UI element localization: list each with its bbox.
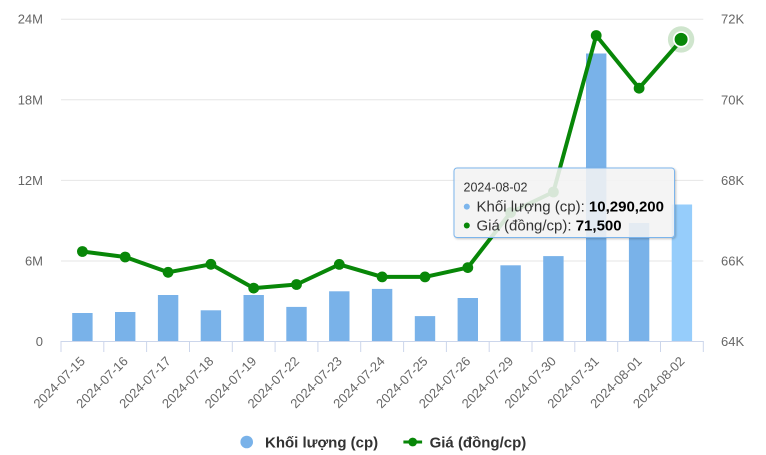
svg-text:12M: 12M <box>18 173 43 188</box>
svg-text:0: 0 <box>36 334 43 349</box>
svg-text:Giá (đồng/cp): 71,500: Giá (đồng/cp): 71,500 <box>477 218 622 235</box>
svg-text:2024-08-02: 2024-08-02 <box>464 181 528 195</box>
svg-text:Giá (đồng/cp): Giá (đồng/cp) <box>430 435 527 452</box>
svg-text:72K: 72K <box>721 12 744 27</box>
svg-text:18M: 18M <box>18 92 43 107</box>
svg-text:68K: 68K <box>721 173 744 188</box>
svg-text:Khối lượng (cp): Khối lượng (cp) <box>265 435 378 452</box>
svg-text:64K: 64K <box>721 334 744 349</box>
svg-text:Khối lượng (cp): 10,290,200: Khối lượng (cp): 10,290,200 <box>477 199 665 216</box>
svg-text:6M: 6M <box>25 254 43 269</box>
svg-text:24M: 24M <box>18 12 43 27</box>
svg-text:70K: 70K <box>721 92 744 107</box>
svg-text:66K: 66K <box>721 254 744 269</box>
